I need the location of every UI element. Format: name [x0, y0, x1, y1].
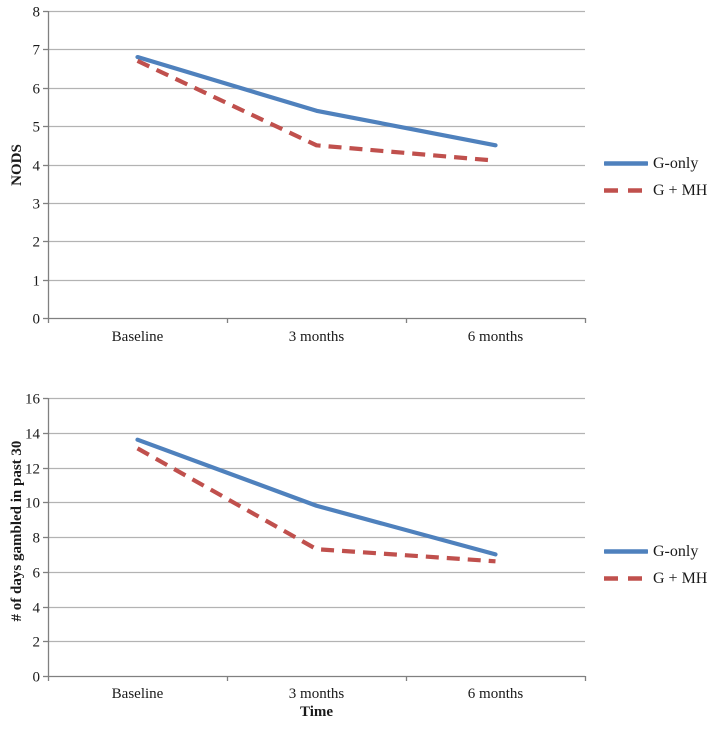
- x-category-label: 6 months: [468, 686, 524, 702]
- y-tick-label: 7: [33, 43, 41, 59]
- y-tick-label: 6: [33, 82, 41, 98]
- g-mh-dashed-line-swatch: [604, 576, 648, 581]
- g-mh-dashed-line-swatch: [604, 188, 648, 193]
- y-tick-label: 8: [33, 531, 41, 547]
- nods-chart-plot-area: 0 1 2 3 4 5 6 7 8 Baseline 3 months 6 months: [33, 5, 587, 345]
- nods-chart: 0 1 2 3 4 5 6 7 8 Baseline 3 months 6 months NODS G…: [9, 5, 707, 346]
- y-tick-label: 1: [33, 274, 41, 290]
- days-gambled-chart: 0 2 4 6 8 10 12 14 16 Baseline 3 months 6 months # …: [0, 366, 710, 732]
- x-category-label: 3 months: [289, 686, 345, 702]
- y-tick-label: 10: [25, 496, 40, 512]
- y-tick-label: 0: [33, 670, 41, 686]
- y-tick-label: 12: [25, 462, 40, 478]
- days-gambled-y-axis-title: # of days gambled in past 30: [9, 440, 25, 622]
- series-line-g-only: [135, 437, 498, 557]
- days-gambled-chart-plot-area: 0 2 4 6 8 10 12 14 16 Baseline 3 months 6 months: [25, 392, 587, 702]
- y-tick-label: 5: [33, 120, 41, 136]
- series-line-g-mh: [136, 446, 496, 564]
- g-only-solid-line-swatch: [604, 161, 648, 166]
- x-category-label: Baseline: [112, 686, 164, 702]
- x-category-label: Baseline: [112, 329, 164, 345]
- nods-chart-legend: G-only G + MH: [604, 150, 707, 204]
- legend-label-g-only: G-only: [653, 154, 699, 172]
- x-category-label: 6 months: [468, 329, 524, 345]
- y-tick-label: 8: [33, 5, 41, 21]
- y-tick-label: 0: [33, 312, 41, 328]
- y-tick-label: 16: [25, 392, 41, 408]
- time-x-axis-title: Time: [299, 704, 334, 720]
- x-category-label: 3 months: [289, 329, 345, 345]
- y-tick-label: 2: [33, 235, 41, 251]
- legend-label-g-mh: G + MH: [653, 569, 708, 587]
- nods-y-axis-title: NODS: [9, 144, 25, 186]
- legend-item-g-only: G-only: [604, 538, 707, 565]
- y-tick-label: 4: [33, 159, 41, 175]
- y-tick-label: 2: [33, 635, 41, 651]
- series-line-g-only: [135, 54, 498, 148]
- legend-item-g-only: G-only: [604, 150, 707, 177]
- series-line-g-mh: [136, 58, 496, 163]
- y-tick-label: 6: [33, 566, 41, 582]
- y-tick-label: 14: [25, 427, 41, 443]
- g-only-solid-line-swatch: [604, 549, 648, 554]
- legend-label-g-only: G-only: [653, 542, 699, 560]
- y-tick-label: 4: [33, 601, 41, 617]
- y-tick-label: 3: [33, 197, 41, 213]
- legend-item-g-mh: G + MH: [604, 177, 707, 204]
- legend-item-g-mh: G + MH: [604, 565, 707, 592]
- days-gambled-chart-legend: G-only G + MH: [604, 538, 707, 592]
- legend-label-g-mh: G + MH: [653, 181, 708, 199]
